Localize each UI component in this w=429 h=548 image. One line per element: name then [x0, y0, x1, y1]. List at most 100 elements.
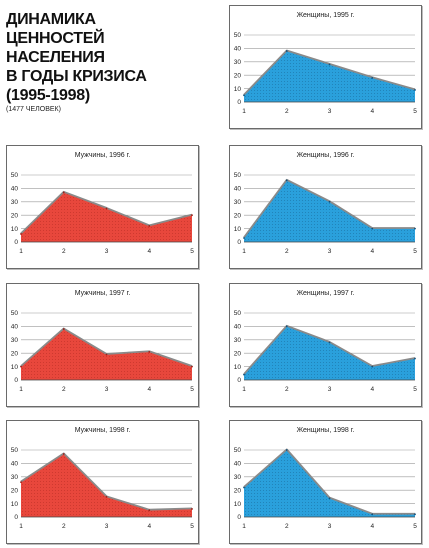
y-tick-label: 30: [11, 474, 19, 481]
main-title-line: ДИНАМИКА: [6, 11, 96, 28]
data-point: [371, 227, 374, 230]
y-tick-label: 40: [234, 46, 242, 53]
y-tick-label: 10: [234, 226, 242, 233]
y-tick-label: 50: [234, 172, 242, 179]
x-tick-label: 2: [285, 523, 289, 530]
y-tick-label: 40: [234, 461, 242, 468]
main-title: ДИНАМИКА ЦЕННОСТЕЙ НАСЕЛЕНИЯ В ГОДЫ КРИЗ…: [6, 10, 216, 105]
y-tick-label: 30: [11, 199, 19, 206]
chart-panel-men-1996: Мужчины, 1996 г. 0 10 20 30 40 50 1 2 3 4 5: [6, 145, 199, 269]
data-point: [414, 227, 416, 230]
data-point: [191, 508, 193, 510]
y-tick-label: 20: [234, 350, 242, 357]
chart-title: Женщины, 1997 г.: [297, 290, 355, 297]
y-tick-label: 50: [234, 447, 242, 454]
data-point: [371, 365, 374, 368]
x-tick-label: 4: [370, 523, 374, 530]
x-tick-label: 1: [242, 248, 246, 255]
area-fill: [244, 51, 415, 102]
data-point: [62, 191, 65, 194]
chart-title: Мужчины, 1998 г.: [75, 427, 131, 434]
y-tick-label: 50: [11, 172, 19, 179]
title-block: ДИНАМИКА ЦЕННОСТЕЙ НАСЕЛЕНИЯ В ГОДЫ КРИЗ…: [6, 10, 216, 113]
data-point: [243, 486, 245, 489]
x-tick-label: 4: [370, 386, 374, 393]
chart-panel-women-1998: Женщины, 1998 г. 0 10 20 30 40 50 1 2 3 4 5: [229, 420, 422, 544]
y-tick-label: 50: [11, 310, 19, 317]
chart-title: Женщины, 1995 г.: [297, 12, 355, 19]
y-tick-label: 0: [14, 377, 18, 384]
y-tick-label: 20: [11, 350, 19, 357]
chart-svg: Мужчины, 1998 г. 0 10 20 30 40 50 1 2 3 4 5: [11, 427, 194, 530]
x-tick-label: 4: [370, 248, 374, 255]
chart-title: Мужчины, 1997 г.: [75, 290, 131, 297]
chart-panel-men-1997: Мужчины, 1997 г. 0 10 20 30 40 50 1 2 3 4 5: [6, 283, 199, 407]
main-title-line: НАСЕЛЕНИЯ: [6, 49, 105, 66]
chart-svg: Женщины, 1998 г. 0 10 20 30 40 50 1 2 3 4 5: [234, 427, 417, 530]
area-fill: [21, 454, 192, 517]
data-point: [148, 509, 151, 512]
data-point: [20, 233, 22, 235]
x-tick-label: 3: [328, 386, 332, 393]
x-tick-label: 2: [62, 523, 66, 530]
y-tick-label: 10: [234, 501, 242, 508]
y-tick-label: 30: [234, 337, 242, 344]
data-point: [191, 214, 193, 217]
chart-svg: Мужчины, 1997 г. 0 10 20 30 40 50 1 2 3 4 5: [11, 290, 194, 393]
data-point: [414, 89, 416, 91]
data-point: [328, 497, 331, 500]
x-tick-label: 5: [413, 523, 417, 530]
x-tick-label: 5: [413, 108, 417, 115]
data-point: [148, 225, 151, 227]
y-tick-label: 0: [237, 377, 241, 384]
chart-panel-women-1996: Женщины, 1996 г. 0 10 20 30 40 50 1 2 3 4 5: [229, 145, 422, 269]
area-fill: [244, 180, 415, 242]
data-point: [62, 453, 65, 455]
y-tick-label: 30: [234, 199, 242, 206]
x-tick-label: 1: [242, 108, 246, 115]
main-title-line: В ГОДЫ КРИЗИСА: [6, 68, 147, 85]
chart-title: Женщины, 1996 г.: [297, 152, 355, 159]
x-tick-label: 3: [105, 523, 109, 530]
x-tick-label: 4: [147, 248, 151, 255]
data-point: [243, 237, 245, 239]
data-point: [371, 76, 374, 79]
y-tick-label: 10: [234, 364, 242, 371]
chart-panel-women-1995: Женщины, 1995 г. 0 10 20 30 40 50 1 2 3 4 5: [229, 5, 422, 129]
y-tick-label: 10: [11, 501, 19, 508]
area-fill: [21, 192, 192, 242]
y-tick-label: 20: [11, 487, 19, 494]
y-tick-label: 40: [11, 186, 19, 193]
data-point: [105, 353, 108, 356]
x-tick-label: 4: [147, 523, 151, 530]
y-tick-label: 20: [234, 72, 242, 79]
x-tick-label: 2: [285, 108, 289, 115]
y-tick-label: 0: [14, 239, 18, 246]
y-tick-label: 30: [234, 474, 242, 481]
data-point: [243, 373, 245, 376]
data-point: [371, 513, 374, 516]
data-point: [105, 207, 108, 210]
x-tick-label: 5: [413, 386, 417, 393]
data-point: [62, 328, 65, 330]
data-point: [20, 481, 22, 484]
y-tick-label: 20: [234, 487, 242, 494]
y-tick-label: 20: [11, 212, 19, 219]
x-tick-label: 1: [19, 248, 23, 255]
main-title-line: (1995-1998): [6, 87, 90, 104]
y-tick-label: 50: [234, 32, 242, 39]
x-tick-label: 1: [242, 523, 246, 530]
area-fill: [244, 450, 415, 517]
y-tick-label: 40: [11, 461, 19, 468]
data-point: [20, 365, 22, 368]
main-title-line: ЦЕННОСТЕЙ: [6, 30, 105, 47]
y-tick-label: 10: [11, 226, 19, 233]
x-tick-label: 4: [147, 386, 151, 393]
y-tick-label: 50: [234, 310, 242, 317]
data-point: [328, 63, 331, 66]
x-tick-label: 5: [190, 386, 194, 393]
y-tick-label: 10: [234, 86, 242, 93]
y-tick-label: 50: [11, 447, 19, 454]
data-point: [243, 94, 245, 97]
x-tick-label: 3: [105, 248, 109, 255]
